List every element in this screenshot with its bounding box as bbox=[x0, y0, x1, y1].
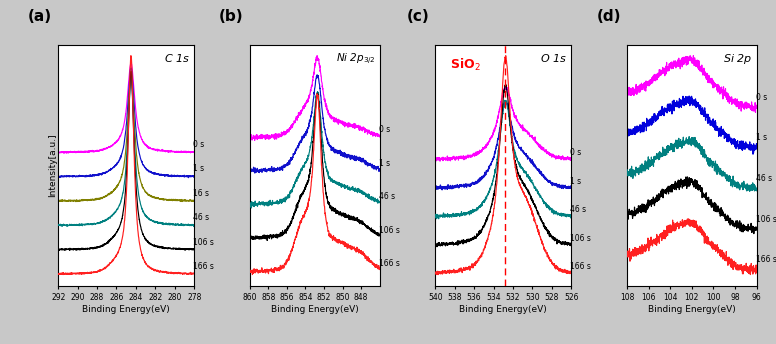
Text: 106 s: 106 s bbox=[570, 234, 591, 243]
Text: 1 s: 1 s bbox=[379, 159, 390, 168]
Text: 106 s: 106 s bbox=[756, 215, 776, 224]
X-axis label: Binding Energy(eV): Binding Energy(eV) bbox=[459, 305, 547, 314]
Text: O 1$s$: O 1$s$ bbox=[540, 52, 567, 64]
Text: 0 s: 0 s bbox=[192, 140, 204, 149]
X-axis label: Binding Energy(eV): Binding Energy(eV) bbox=[271, 305, 359, 314]
Text: 166 s: 166 s bbox=[192, 262, 213, 271]
Text: 0 s: 0 s bbox=[570, 148, 581, 157]
Text: (a): (a) bbox=[28, 9, 52, 24]
Text: 46 s: 46 s bbox=[379, 192, 395, 201]
Text: (c): (c) bbox=[407, 9, 429, 24]
X-axis label: Binding Energy(eV): Binding Energy(eV) bbox=[82, 305, 170, 314]
Text: 166 s: 166 s bbox=[756, 255, 776, 264]
Text: 106 s: 106 s bbox=[379, 226, 400, 235]
Text: 166 s: 166 s bbox=[379, 259, 400, 268]
Text: 166 s: 166 s bbox=[570, 262, 591, 271]
Text: 1 s: 1 s bbox=[570, 176, 581, 185]
Text: 106 s: 106 s bbox=[192, 238, 213, 247]
Text: (d): (d) bbox=[596, 9, 621, 24]
Text: 46 s: 46 s bbox=[570, 205, 587, 214]
Text: 46 s: 46 s bbox=[192, 213, 209, 222]
Y-axis label: Intensity[a.u.]: Intensity[a.u.] bbox=[48, 133, 57, 197]
Text: 1 s: 1 s bbox=[756, 133, 767, 142]
Text: Ni 2$p_{3/2}$: Ni 2$p_{3/2}$ bbox=[336, 52, 376, 67]
Text: C 1$s$: C 1$s$ bbox=[165, 52, 190, 64]
Text: (b): (b) bbox=[219, 9, 244, 24]
Text: Si 2$p$: Si 2$p$ bbox=[723, 52, 753, 66]
Text: 46 s: 46 s bbox=[756, 174, 771, 183]
Text: SiO$_2$: SiO$_2$ bbox=[449, 57, 480, 73]
Text: 1 s: 1 s bbox=[192, 164, 204, 173]
Text: 0 s: 0 s bbox=[379, 125, 390, 134]
Text: 16 s: 16 s bbox=[192, 189, 209, 198]
X-axis label: Binding Energy(eV): Binding Energy(eV) bbox=[648, 305, 736, 314]
Text: 0 s: 0 s bbox=[756, 93, 767, 102]
